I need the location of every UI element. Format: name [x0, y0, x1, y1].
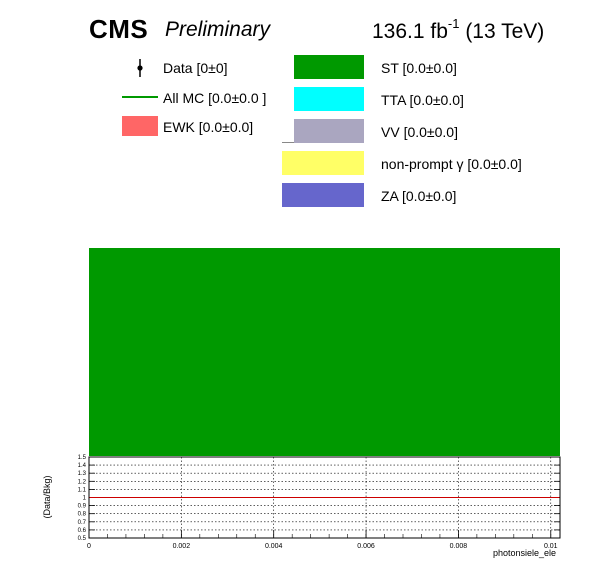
legend-label-nonprompt: non-prompt γ [0.0±0.0] — [381, 156, 522, 172]
luminosity-label: 136.1 fb-1 (13 TeV) — [372, 16, 545, 44]
ratio-ytick-label: 0.5 — [78, 536, 87, 542]
ratio-ytick-label: 1.5 — [78, 455, 87, 461]
legend-label-allmc: All MC [0.0±0.0 ] — [163, 90, 267, 106]
legend-swatch-nonprompt — [282, 151, 364, 175]
ratio-xtick-label: 0.004 — [265, 543, 283, 550]
legend-swatch-vv — [294, 119, 364, 143]
ratio-ytick-label: 0.6 — [78, 528, 87, 534]
legend-swatch-ewk — [122, 116, 158, 136]
legend-label-ewk: EWK [0.0±0.0] — [163, 119, 254, 135]
ratio-ytick-label: 0.9 — [78, 504, 87, 510]
legend-swatch-za — [282, 183, 364, 207]
ratio-ytick-label: 0.7 — [78, 520, 87, 526]
stack-fill-st — [89, 248, 560, 456]
lumi-exponent: -1 — [447, 16, 460, 31]
ratio-ytick-label: 1.1 — [78, 487, 87, 493]
ratio-xtick-label: 0.01 — [544, 543, 558, 550]
ratio-frame — [88, 456, 561, 539]
ratio-xtick-label: 0.006 — [357, 543, 375, 550]
ratio-xtick-label: 0 — [87, 543, 91, 550]
ratio-ytick-label: 1.2 — [78, 479, 87, 485]
status-label: Preliminary — [165, 18, 271, 41]
ratio-ytick-label: 0.8 — [78, 512, 87, 518]
ratio-ytick-label: 1.3 — [78, 471, 87, 477]
ratio-yticks: 0.5 0.6 0.7 0.8 0.9 1 1.1 1.2 1.3 1.4 1.5 — [78, 455, 560, 542]
ratio-ytick-label: 1 — [83, 496, 87, 502]
ratio-ylabel: (Data/Bkg) — [42, 475, 52, 518]
ratio-xticks: 0 0.002 0.004 0.006 0.008 0.01 — [87, 530, 558, 550]
legend-label-tta: TTA [0.0±0.0] — [381, 92, 464, 108]
allmc-line-icon — [122, 96, 158, 98]
legend-tick — [282, 142, 294, 143]
lumi-value: 136.1 fb — [372, 20, 448, 43]
legend-label-vv: VV [0.0±0.0] — [381, 124, 458, 140]
ratio-xtick-label: 0.008 — [450, 543, 468, 550]
data-marker-icon — [137, 59, 143, 77]
legend-label-st: ST [0.0±0.0] — [381, 60, 457, 76]
energy-value: (13 TeV) — [465, 20, 545, 43]
legend-swatch-st — [294, 55, 364, 79]
experiment-label: CMS — [89, 14, 149, 44]
ratio-xlabel: photonsiele_ele — [493, 548, 556, 558]
ratio-ytick-label: 1.4 — [78, 463, 87, 469]
legend-swatch-tta — [294, 87, 364, 111]
legend-label-za: ZA [0.0±0.0] — [381, 188, 457, 204]
legend-label-data: Data [0±0] — [163, 60, 228, 76]
ratio-xtick-label: 0.002 — [173, 543, 191, 550]
